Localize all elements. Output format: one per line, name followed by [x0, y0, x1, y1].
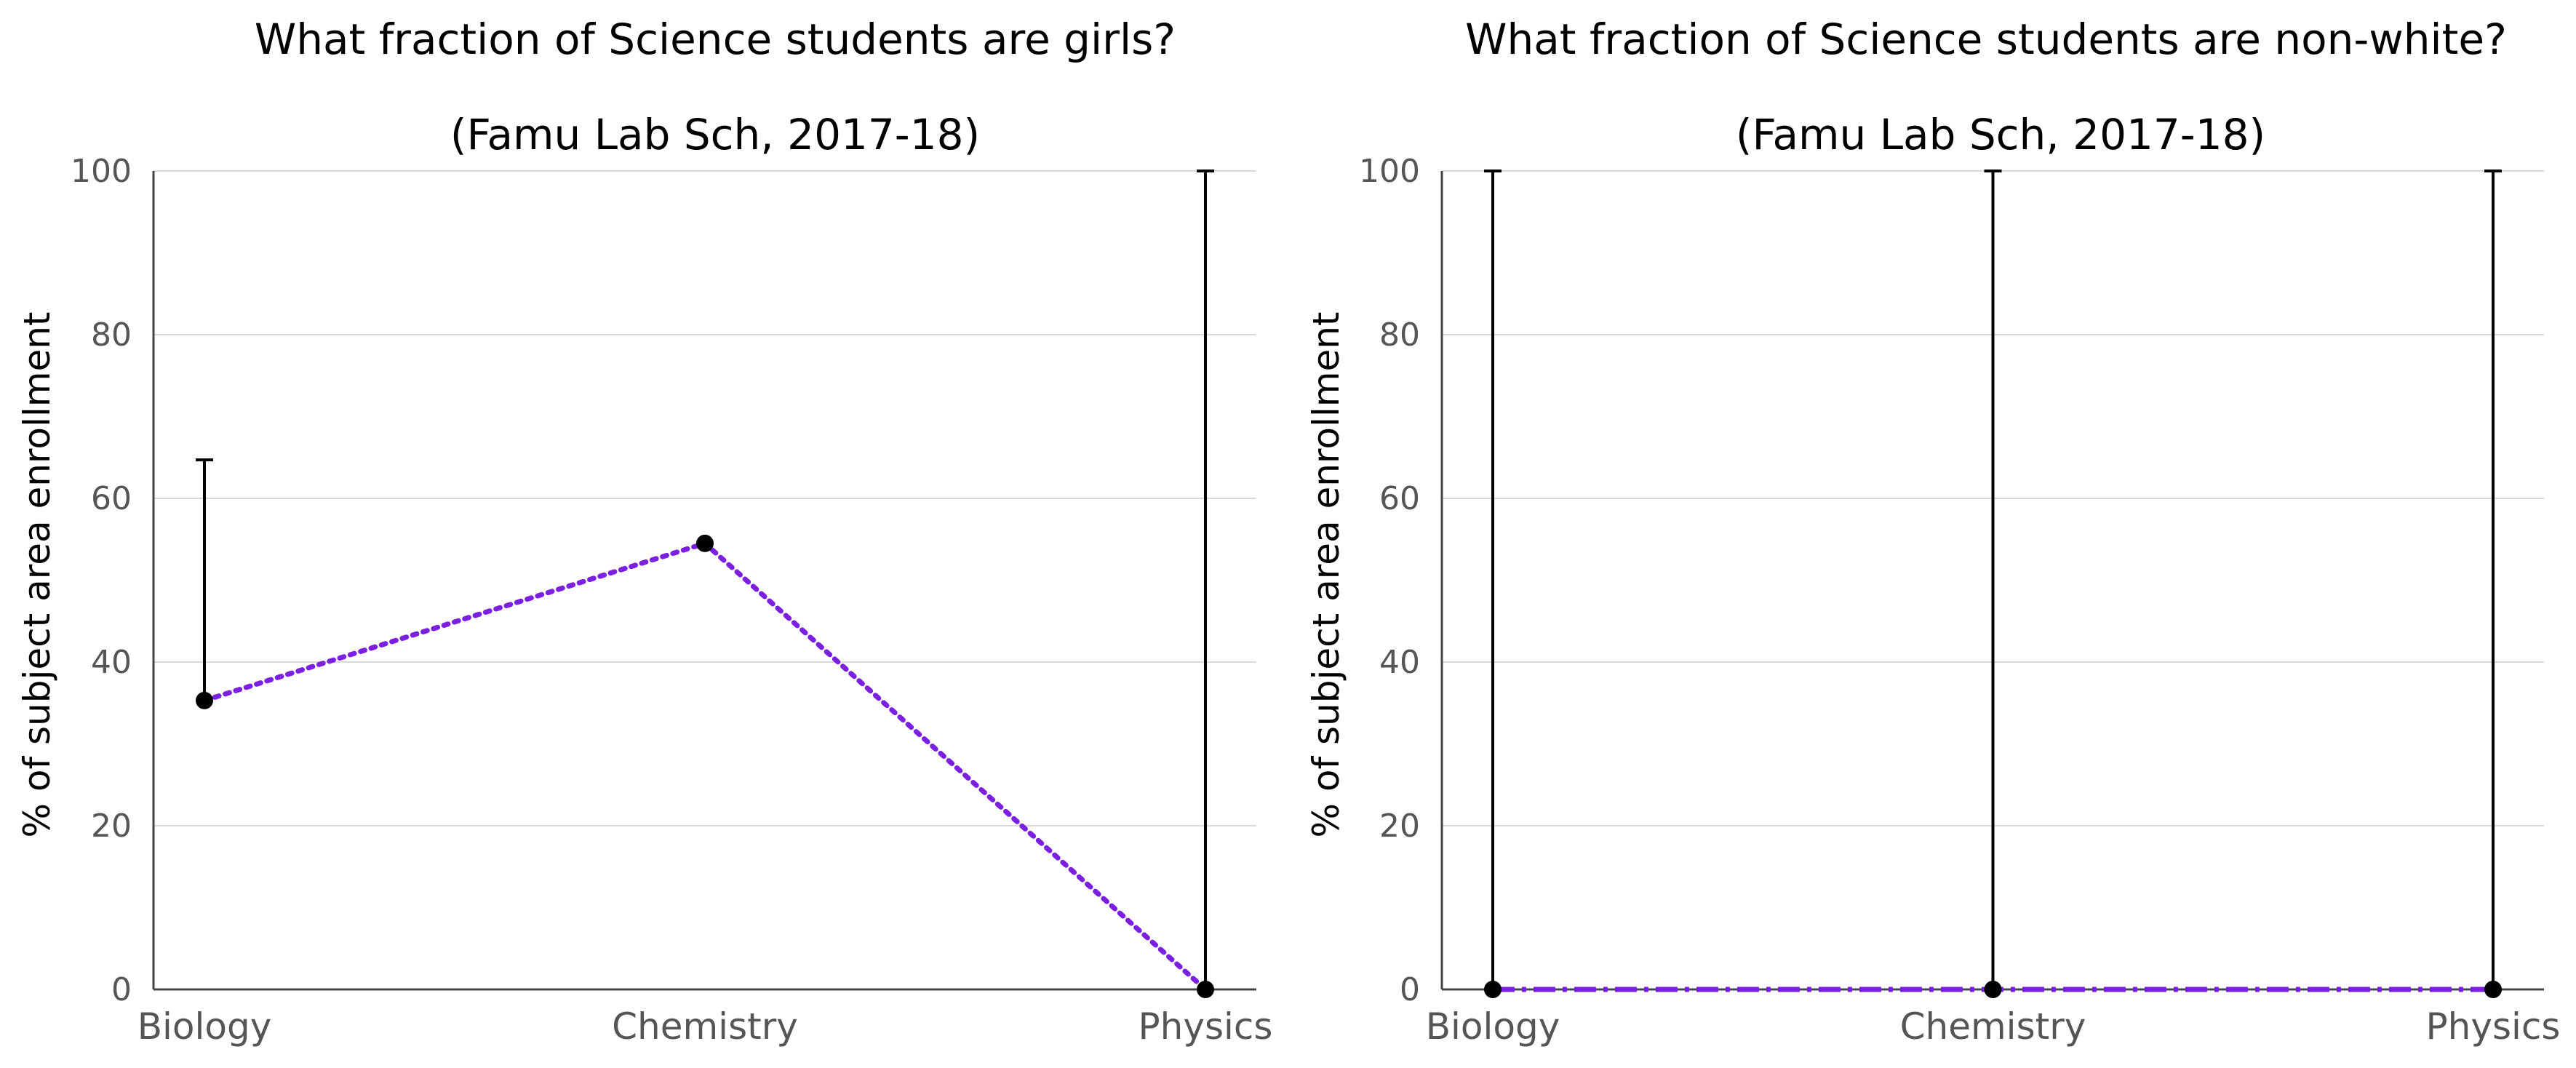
x-tick-label: Physics: [1139, 1005, 1273, 1048]
data-point: [1484, 981, 1502, 998]
x-tick-label: Chemistry: [1900, 1005, 2086, 1048]
chart-subtitle: (Famu Lab Sch, 2017-18): [450, 110, 980, 159]
y-tick-label: 20: [91, 808, 132, 845]
y-tick-label: 100: [71, 153, 132, 190]
x-tick-label: Biology: [1426, 1005, 1560, 1048]
chart-title: What fraction of Science students are no…: [1465, 15, 2507, 64]
data-point: [696, 534, 714, 552]
data-point: [196, 691, 213, 709]
data-point: [1984, 981, 2002, 998]
data-point: [2484, 981, 2502, 998]
chart-panel-girls: What fraction of Science students are gi…: [16, 15, 1272, 1048]
y-tick-label: 60: [91, 480, 132, 517]
y-tick-label: 0: [111, 971, 132, 1008]
x-tick-label: Biology: [137, 1005, 272, 1048]
y-tick-label: 80: [1379, 316, 1420, 354]
data-point: [1197, 981, 1214, 998]
y-tick-label: 0: [1400, 971, 1420, 1008]
y-axis-label: % of subject area enrollment: [16, 311, 58, 837]
series-line: [202, 540, 1208, 992]
x-tick-label: Chemistry: [612, 1005, 798, 1048]
y-tick-label: 60: [1379, 480, 1420, 517]
y-tick-label: 80: [91, 316, 132, 354]
y-tick-label: 40: [91, 644, 132, 681]
plot-area: 0 20 40 60 80 100 Biology Chemistry Physics: [71, 153, 1272, 1048]
chart-subtitle: (Famu Lab Sch, 2017-18): [1736, 110, 2265, 159]
chart-title: What fraction of Science students are gi…: [255, 15, 1176, 64]
y-tick-label: 40: [1379, 644, 1420, 681]
y-tick-label: 20: [1379, 808, 1420, 845]
chart-panel-nonwhite: What fraction of Science students are no…: [1305, 15, 2560, 1048]
y-tick-label: 100: [1359, 153, 1420, 190]
y-axis-label: % of subject area enrollment: [1305, 311, 1347, 837]
plot-area: 0 20 40 60 80 100 Biology Chemistry Physics: [1359, 153, 2560, 1048]
x-tick-label: Physics: [2426, 1005, 2561, 1048]
